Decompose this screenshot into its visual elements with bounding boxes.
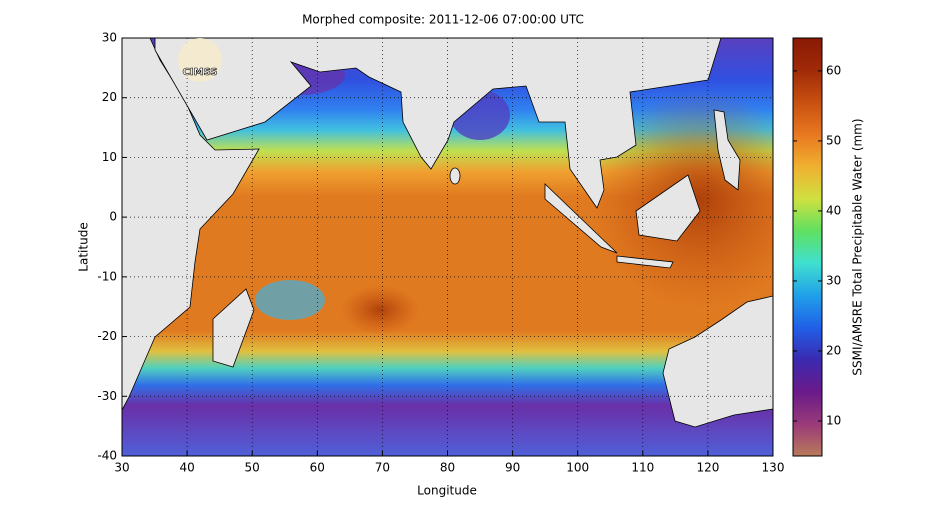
logo-text: CIMSS (183, 67, 218, 78)
colorbar (792, 37, 823, 457)
y-tick-label: 30 (102, 31, 117, 45)
x-tick-label: 30 (114, 461, 129, 475)
dry-region (255, 280, 325, 320)
australia (662, 295, 773, 428)
y-tick-label: 0 (109, 210, 117, 224)
x-tick-label: 40 (179, 461, 194, 475)
java (616, 255, 674, 269)
asia (154, 38, 722, 209)
sumatra (544, 183, 618, 254)
x-tick-label: 120 (696, 461, 719, 475)
x-tick-label: 130 (762, 461, 785, 475)
sri-lanka (449, 167, 461, 185)
y-tick-label: -10 (97, 269, 117, 283)
colorbar-tick-label: 50 (826, 133, 841, 147)
map (122, 38, 773, 456)
y-axis-label: Latitude (77, 222, 91, 271)
borneo (635, 174, 701, 242)
y-tick-label: 20 (102, 90, 117, 104)
x-axis-label: Longitude (417, 484, 477, 498)
x-tick-label: 80 (440, 461, 455, 475)
logo: CIMSS (178, 38, 222, 82)
y-tick-label: -20 (97, 329, 117, 343)
colorbar-tick-label: 60 (826, 63, 841, 77)
y-tick-label: -40 (97, 449, 117, 463)
x-tick-label: 100 (566, 461, 589, 475)
moist-region (340, 285, 420, 335)
madagascar (212, 288, 255, 368)
y-tick-label: -30 (97, 389, 117, 403)
colorbar-tick-label: 30 (826, 273, 841, 287)
colorbar-label: SSMI/AMSRE Total Precipitable Water (mm) (851, 118, 865, 375)
x-tick-label: 70 (375, 461, 390, 475)
x-tick-label: 50 (245, 461, 260, 475)
colorbar-tick-label: 20 (826, 343, 841, 357)
philippines (713, 109, 741, 191)
colorbar-tick-label: 10 (826, 413, 841, 427)
x-tick-label: 110 (631, 461, 654, 475)
y-tick-label: 10 (102, 150, 117, 164)
title: Morphed composite: 2011-12-06 07:00:00 U… (302, 13, 584, 27)
colorbar-tick-label: 40 (826, 203, 841, 217)
x-tick-label: 60 (310, 461, 325, 475)
x-tick-label: 90 (505, 461, 520, 475)
logo-badge (178, 38, 222, 82)
